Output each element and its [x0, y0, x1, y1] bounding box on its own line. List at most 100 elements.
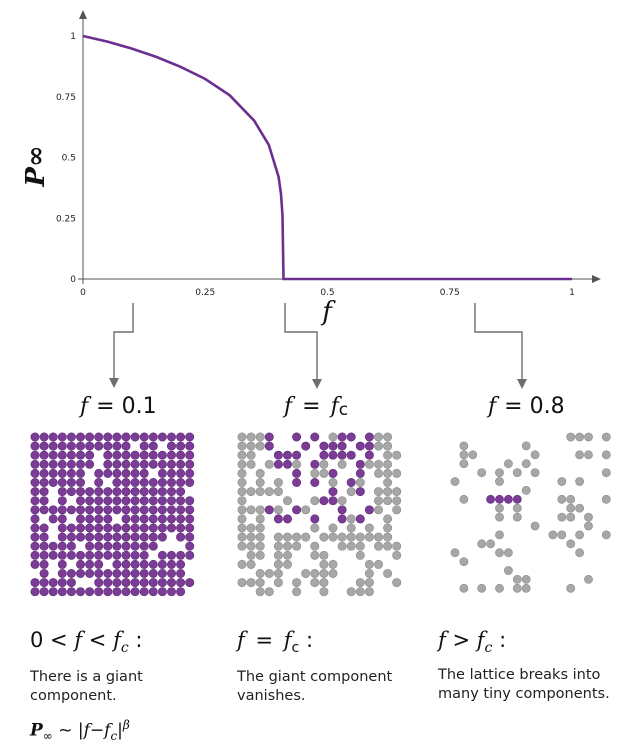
lattice-site	[566, 583, 576, 593]
giant-component-site	[94, 487, 104, 497]
giant-component-site	[76, 550, 85, 560]
giant-component-site	[355, 441, 365, 451]
giant-component-site	[76, 505, 85, 515]
giant-component-site	[139, 550, 149, 560]
lattice-site	[355, 478, 365, 487]
giant-component-site	[30, 468, 40, 478]
lattice-site	[374, 505, 383, 515]
giant-component-site	[157, 569, 167, 578]
giant-component-site	[185, 532, 195, 542]
lattice-site	[237, 523, 247, 533]
giant-component-site	[130, 523, 140, 533]
giant-component-site	[301, 441, 311, 451]
giant-component-site	[121, 569, 131, 578]
giant-component-site	[310, 432, 320, 442]
lattice-site	[328, 523, 338, 533]
giant-component-site	[112, 550, 122, 560]
lattice-site	[392, 450, 402, 460]
lattice-site	[495, 512, 504, 522]
giant-component-site	[39, 569, 49, 578]
giant-component-site	[30, 496, 40, 506]
x-axis-label: f	[320, 297, 336, 327]
giant-component-site	[167, 450, 176, 460]
giant-component-site	[121, 441, 131, 451]
giant-component-site	[66, 450, 76, 460]
lattice-site	[319, 459, 329, 469]
giant-component-site	[167, 505, 176, 515]
giant-component-site	[66, 487, 76, 497]
lattice-site	[512, 468, 522, 477]
giant-component-site	[157, 432, 167, 442]
giant-component-site	[85, 541, 95, 551]
lattice-site	[246, 541, 256, 551]
giant-component-site	[121, 432, 131, 442]
giant-component-site	[76, 523, 85, 533]
giant-component-site	[112, 569, 122, 578]
giant-component-site	[112, 523, 122, 533]
giant-component-site	[504, 494, 513, 504]
giant-component-site	[139, 468, 149, 478]
lattice-site	[575, 450, 584, 460]
giant-component-site	[57, 432, 67, 442]
lattice-panel-low-f	[30, 432, 195, 597]
giant-component-site	[167, 578, 176, 588]
giant-component-site	[30, 578, 40, 588]
lattice-site	[383, 514, 393, 524]
lattice-site	[495, 468, 504, 477]
giant-component-site	[94, 478, 104, 487]
giant-component-site	[39, 505, 49, 515]
giant-component-site	[30, 441, 40, 451]
lattice-site	[521, 486, 531, 495]
giant-component-site	[310, 478, 320, 487]
lattice-site	[374, 487, 383, 497]
giant-component-site	[57, 459, 67, 469]
lattice-site	[383, 441, 393, 451]
y-tick-label: 0	[70, 275, 76, 285]
giant-component-site	[176, 496, 186, 506]
lattice-site	[495, 530, 504, 540]
giant-component-site	[112, 487, 122, 497]
lattice-site	[383, 496, 393, 506]
giant-component-site	[157, 487, 167, 497]
giant-component-site	[364, 450, 374, 460]
giant-component-site	[130, 578, 140, 588]
giant-component-site	[66, 523, 76, 533]
giant-component-site	[176, 505, 186, 515]
y-tick-labels: 0 0.25 0.5 0.75 1	[56, 32, 76, 285]
giant-component-site	[103, 450, 113, 460]
giant-component-site	[94, 505, 104, 515]
lattice-site	[328, 432, 338, 442]
giant-component-site	[355, 468, 365, 478]
giant-component-site	[167, 487, 176, 497]
x-tick-label: 0.75	[440, 288, 460, 298]
giant-component-site	[39, 587, 49, 597]
giant-component-site	[30, 559, 40, 569]
giant-component-site	[130, 532, 140, 542]
lattice-site	[237, 496, 247, 506]
lattice-site	[255, 487, 265, 497]
lattice-site	[328, 478, 338, 487]
lattice-site	[292, 459, 302, 469]
lattice-site	[374, 559, 383, 569]
giant-component-site	[328, 450, 338, 460]
giant-component-site	[337, 432, 347, 442]
lattice-site	[459, 583, 469, 593]
giant-component-site	[57, 468, 67, 478]
giant-component-site	[66, 587, 76, 597]
giant-component-site	[264, 432, 274, 442]
giant-component-site	[30, 487, 40, 497]
lattice-site	[557, 494, 567, 504]
giant-component-site	[283, 514, 292, 524]
lattice-site	[392, 487, 402, 497]
giant-component-site	[176, 514, 186, 524]
lattice-site	[459, 441, 469, 451]
giant-component-site	[94, 550, 104, 560]
giant-component-site	[112, 459, 122, 469]
giant-component-site	[48, 505, 58, 515]
lattice-site	[566, 494, 576, 504]
giant-component-site	[85, 569, 95, 578]
lattice-site	[237, 578, 247, 588]
giant-component-site	[103, 578, 113, 588]
lattice-site	[246, 487, 256, 497]
giant-component-site	[66, 432, 76, 442]
